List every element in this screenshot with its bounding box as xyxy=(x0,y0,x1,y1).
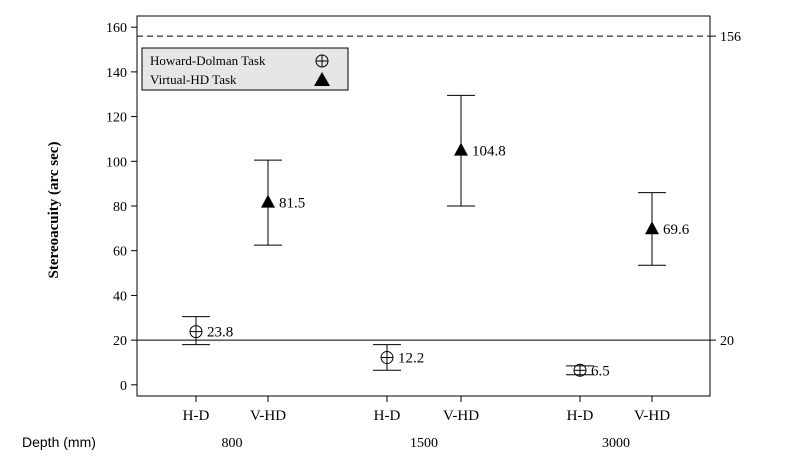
y-tick-label-60: 60 xyxy=(113,245,127,260)
legend-label-howard-dolman: Howard-Dolman Task xyxy=(150,53,266,68)
y-tick-label-40: 40 xyxy=(113,289,127,304)
legend-box xyxy=(141,47,349,91)
group-label-3000: 3000 xyxy=(602,436,630,451)
category-label-V-HD-1500: V-HD xyxy=(443,408,479,424)
category-label-H-D-800: H-D xyxy=(183,408,210,424)
category-label-H-D-3000: H-D xyxy=(567,408,594,424)
data-label-H-D-1500: 12.2 xyxy=(398,351,424,367)
legend-triangle-icon xyxy=(314,72,330,86)
y-tick-label-160: 160 xyxy=(106,21,127,36)
category-label-V-HD-800: V-HD xyxy=(250,408,286,424)
data-points: 23.8 81.5 12.2 104.8 6.5 69.6 xyxy=(182,94,690,379)
point-H-D-1500: 12.2 xyxy=(373,344,424,371)
depth-axis-label: Depth (mm) xyxy=(22,434,96,450)
x-labels: H-D V-HD H-D V-HD H-D V-HD 800 1500 3000 xyxy=(183,396,670,451)
y-tick-label-140: 140 xyxy=(106,66,127,81)
circle-plus-marker-800 xyxy=(189,325,203,339)
data-label-V-HD-1500: 104.8 xyxy=(472,144,506,160)
point-V-HD-1500: 104.8 xyxy=(447,94,506,207)
circle-plus-marker-3000 xyxy=(573,363,587,377)
legend-label-virtual-hd: Virtual-HD Task xyxy=(150,72,237,87)
category-label-H-D-1500: H-D xyxy=(374,408,401,424)
reference-lines: 156 20 xyxy=(137,30,741,349)
y-axis-label: Stereoacuity (arc sec) xyxy=(46,142,62,279)
point-V-HD-800: 81.5 xyxy=(254,159,305,246)
y-tick-label-20: 20 xyxy=(113,334,127,349)
point-H-D-3000: 6.5 xyxy=(566,363,610,379)
category-label-V-HD-3000: V-HD xyxy=(634,408,670,424)
y-tick-label-100: 100 xyxy=(106,155,127,170)
reference-label-20: 20 xyxy=(720,334,734,349)
data-label-H-D-800: 23.8 xyxy=(207,325,233,341)
point-V-HD-3000: 69.6 xyxy=(638,192,690,266)
data-label-V-HD-800: 81.5 xyxy=(279,196,305,212)
point-H-D-800: 23.8 xyxy=(182,316,233,346)
y-tick-label-0: 0 xyxy=(120,379,127,394)
triangle-marker-1500 xyxy=(454,142,468,156)
triangle-marker-800 xyxy=(261,194,275,208)
reference-label-156: 156 xyxy=(720,30,741,45)
triangle-marker-3000 xyxy=(645,221,659,235)
group-label-800: 800 xyxy=(222,436,243,451)
data-label-H-D-3000: 6.5 xyxy=(591,363,610,379)
y-ticks: 0 20 40 60 80 100 120 140 160 xyxy=(106,21,137,394)
circle-plus-marker-1500 xyxy=(380,351,394,365)
y-tick-label-120: 120 xyxy=(106,111,127,126)
legend-circle-plus-icon xyxy=(315,54,329,68)
data-label-V-HD-3000: 69.6 xyxy=(663,222,690,238)
legend: Howard-Dolman Task Virtual-HD Task xyxy=(141,47,349,91)
group-label-1500: 1500 xyxy=(410,436,438,451)
y-tick-label-80: 80 xyxy=(113,200,127,215)
